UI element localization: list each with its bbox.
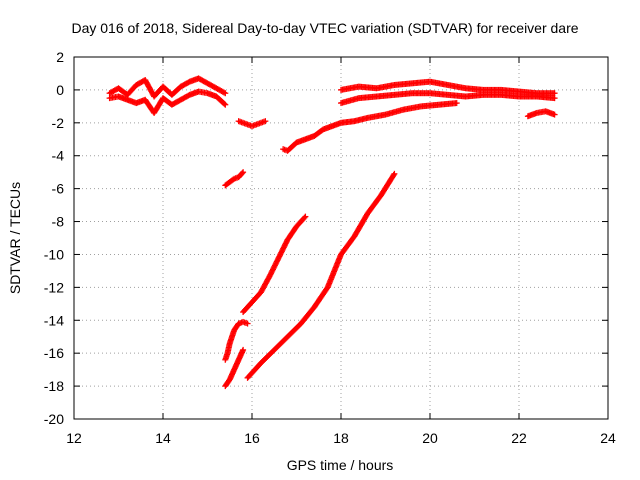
data-point: [301, 214, 308, 221]
tick-labels: 12 14 16 18 20 22 2420-2-4-6-8-10-12-14-16-18-…: [44, 49, 616, 446]
data-point: [551, 90, 558, 97]
chart-title: Day 016 of 2018, Sidereal Day-to-day VTE…: [71, 20, 578, 36]
x-tick-label: 18: [333, 430, 349, 446]
data-segment: [106, 88, 229, 116]
grid: [74, 57, 608, 419]
y-tick-label: -4: [52, 148, 65, 164]
y-tick-label: -10: [44, 246, 64, 262]
data-segment: [222, 318, 251, 363]
x-tick-label: 16: [244, 430, 260, 446]
data-point: [221, 89, 228, 96]
y-tick-label: 0: [56, 82, 64, 98]
data-point: [391, 170, 398, 177]
data-point: [453, 100, 460, 107]
x-axis-label: GPS time / hours: [287, 457, 394, 473]
data-point: [222, 90, 229, 97]
y-tick-label: -14: [44, 312, 64, 328]
data-layer: [106, 75, 558, 390]
data-segment: [280, 100, 460, 154]
data-point: [239, 170, 246, 177]
y-tick-label: -8: [52, 214, 65, 230]
data-segment: [222, 169, 247, 189]
data-point: [390, 172, 397, 179]
ticks: [73, 56, 609, 420]
data-point: [551, 111, 558, 118]
y-tick-label: -12: [44, 279, 64, 295]
data-segment: [240, 213, 309, 316]
data-segment: [106, 75, 229, 100]
x-tick-label: 22: [511, 430, 527, 446]
data-segment: [524, 108, 558, 120]
data-segment: [222, 346, 247, 390]
y-axis-label: SDTVAR / TECUs: [7, 182, 23, 294]
data-point: [244, 320, 251, 327]
y-tick-label: -2: [52, 115, 65, 131]
x-tick-label: 12: [66, 430, 82, 446]
x-tick-label: 20: [422, 430, 438, 446]
data-point: [221, 100, 228, 107]
data-segment: [338, 78, 558, 97]
x-tick-label: 14: [155, 430, 171, 446]
y-tick-label: 2: [56, 49, 64, 65]
data-segment: [235, 118, 269, 130]
y-tick-label: -16: [44, 345, 64, 361]
data-segment: [244, 170, 398, 381]
data-point: [302, 213, 309, 220]
x-tick-label: 24: [600, 430, 616, 446]
y-tick-label: -6: [52, 181, 65, 197]
data-point: [222, 101, 229, 108]
y-tick-label: -18: [44, 378, 64, 394]
data-point: [240, 346, 247, 353]
data-point: [240, 169, 247, 176]
data-point: [262, 118, 269, 125]
y-tick-label: -20: [44, 411, 64, 427]
